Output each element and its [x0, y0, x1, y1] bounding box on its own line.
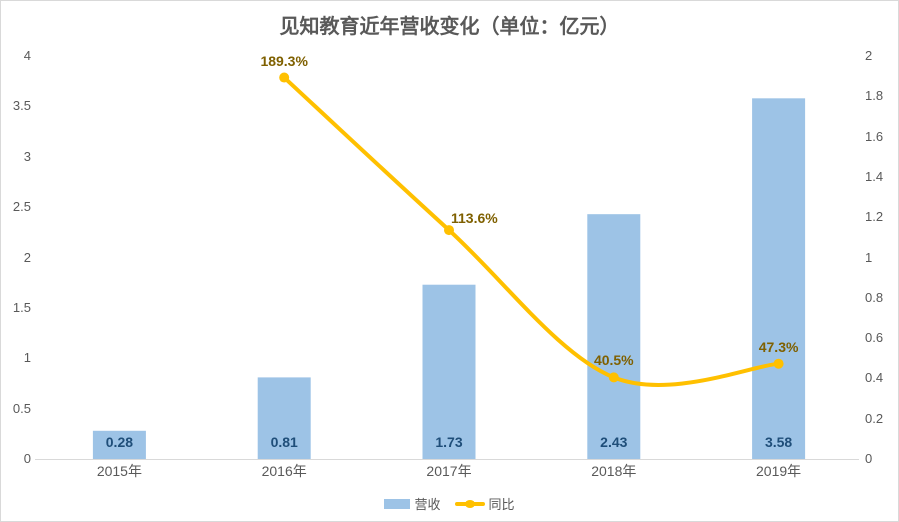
legend-label-revenue: 营收 — [414, 497, 441, 512]
line-marker-dot-icon — [464, 499, 475, 508]
revenue-bar — [587, 214, 641, 459]
legend: 营收 同比 — [1, 494, 898, 513]
legend-item-growth: 同比 — [454, 494, 515, 513]
line-marker-swatch-icon — [454, 499, 485, 508]
legend-item-revenue: 营收 — [384, 494, 441, 513]
growth-line-marker — [608, 372, 619, 383]
revenue-bar — [257, 377, 311, 459]
growth-line-marker — [444, 225, 454, 236]
bar-swatch-icon — [384, 498, 411, 509]
revenue-bar — [752, 98, 806, 459]
growth-line-marker — [279, 72, 290, 83]
chart-title: 见知教育近年营收变化（单位：亿元） — [279, 16, 620, 38]
growth-line-marker — [773, 358, 784, 369]
revenue-bar — [422, 284, 476, 459]
legend-label-growth: 同比 — [488, 497, 515, 512]
growth-line — [282, 75, 781, 387]
revenue-bar — [92, 430, 146, 459]
